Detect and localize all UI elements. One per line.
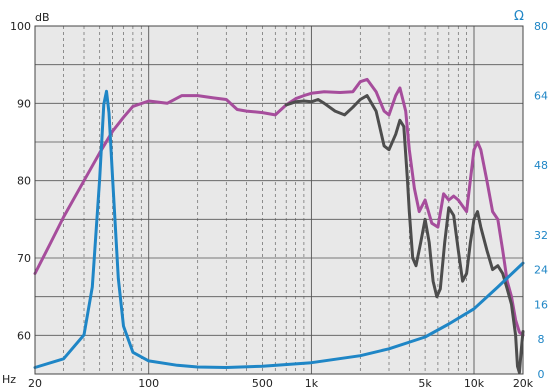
x-tick-label: 500 bbox=[252, 377, 273, 390]
y-tick-label: 70 bbox=[17, 252, 31, 265]
x-tick-label: 5k bbox=[418, 377, 432, 390]
x-tick-label: 20k bbox=[513, 377, 534, 390]
series-line-1 bbox=[33, 77, 525, 337]
x-tick-label: 10k bbox=[464, 377, 485, 390]
y2-tick-label: 32 bbox=[534, 229, 548, 242]
y2-tick-label: 64 bbox=[534, 90, 548, 103]
y-tick-label: 90 bbox=[17, 97, 31, 110]
y2-tick-label: 8 bbox=[538, 333, 545, 346]
y2-tick-label: 24 bbox=[534, 264, 548, 277]
series-line-3 bbox=[33, 89, 525, 369]
x-tick-label: 100 bbox=[138, 377, 159, 390]
x-axis-unit: Hz bbox=[2, 373, 16, 386]
plot-border bbox=[34, 25, 524, 375]
y2-tick-label: 80 bbox=[534, 20, 548, 33]
y2-axis-unit: Ω bbox=[514, 9, 524, 24]
series-line-2 bbox=[284, 94, 525, 374]
y-tick-label: 100 bbox=[10, 20, 31, 33]
axis-labels: 20 100 500 1k 5k 10k 20k 60 70 80 90 100 0 8 16 24 32 48 6… bbox=[10, 20, 548, 390]
y-axis-unit: dB bbox=[35, 11, 50, 24]
y-tick-label: 60 bbox=[17, 329, 31, 342]
x-tick-label: 20 bbox=[28, 377, 42, 390]
x-tick-label: 1k bbox=[305, 377, 319, 390]
y2-tick-label: 0 bbox=[538, 368, 545, 381]
y2-tick-label: 48 bbox=[534, 159, 548, 172]
curves bbox=[33, 77, 525, 374]
y-tick-label: 80 bbox=[17, 175, 31, 188]
y2-tick-label: 16 bbox=[534, 298, 548, 311]
